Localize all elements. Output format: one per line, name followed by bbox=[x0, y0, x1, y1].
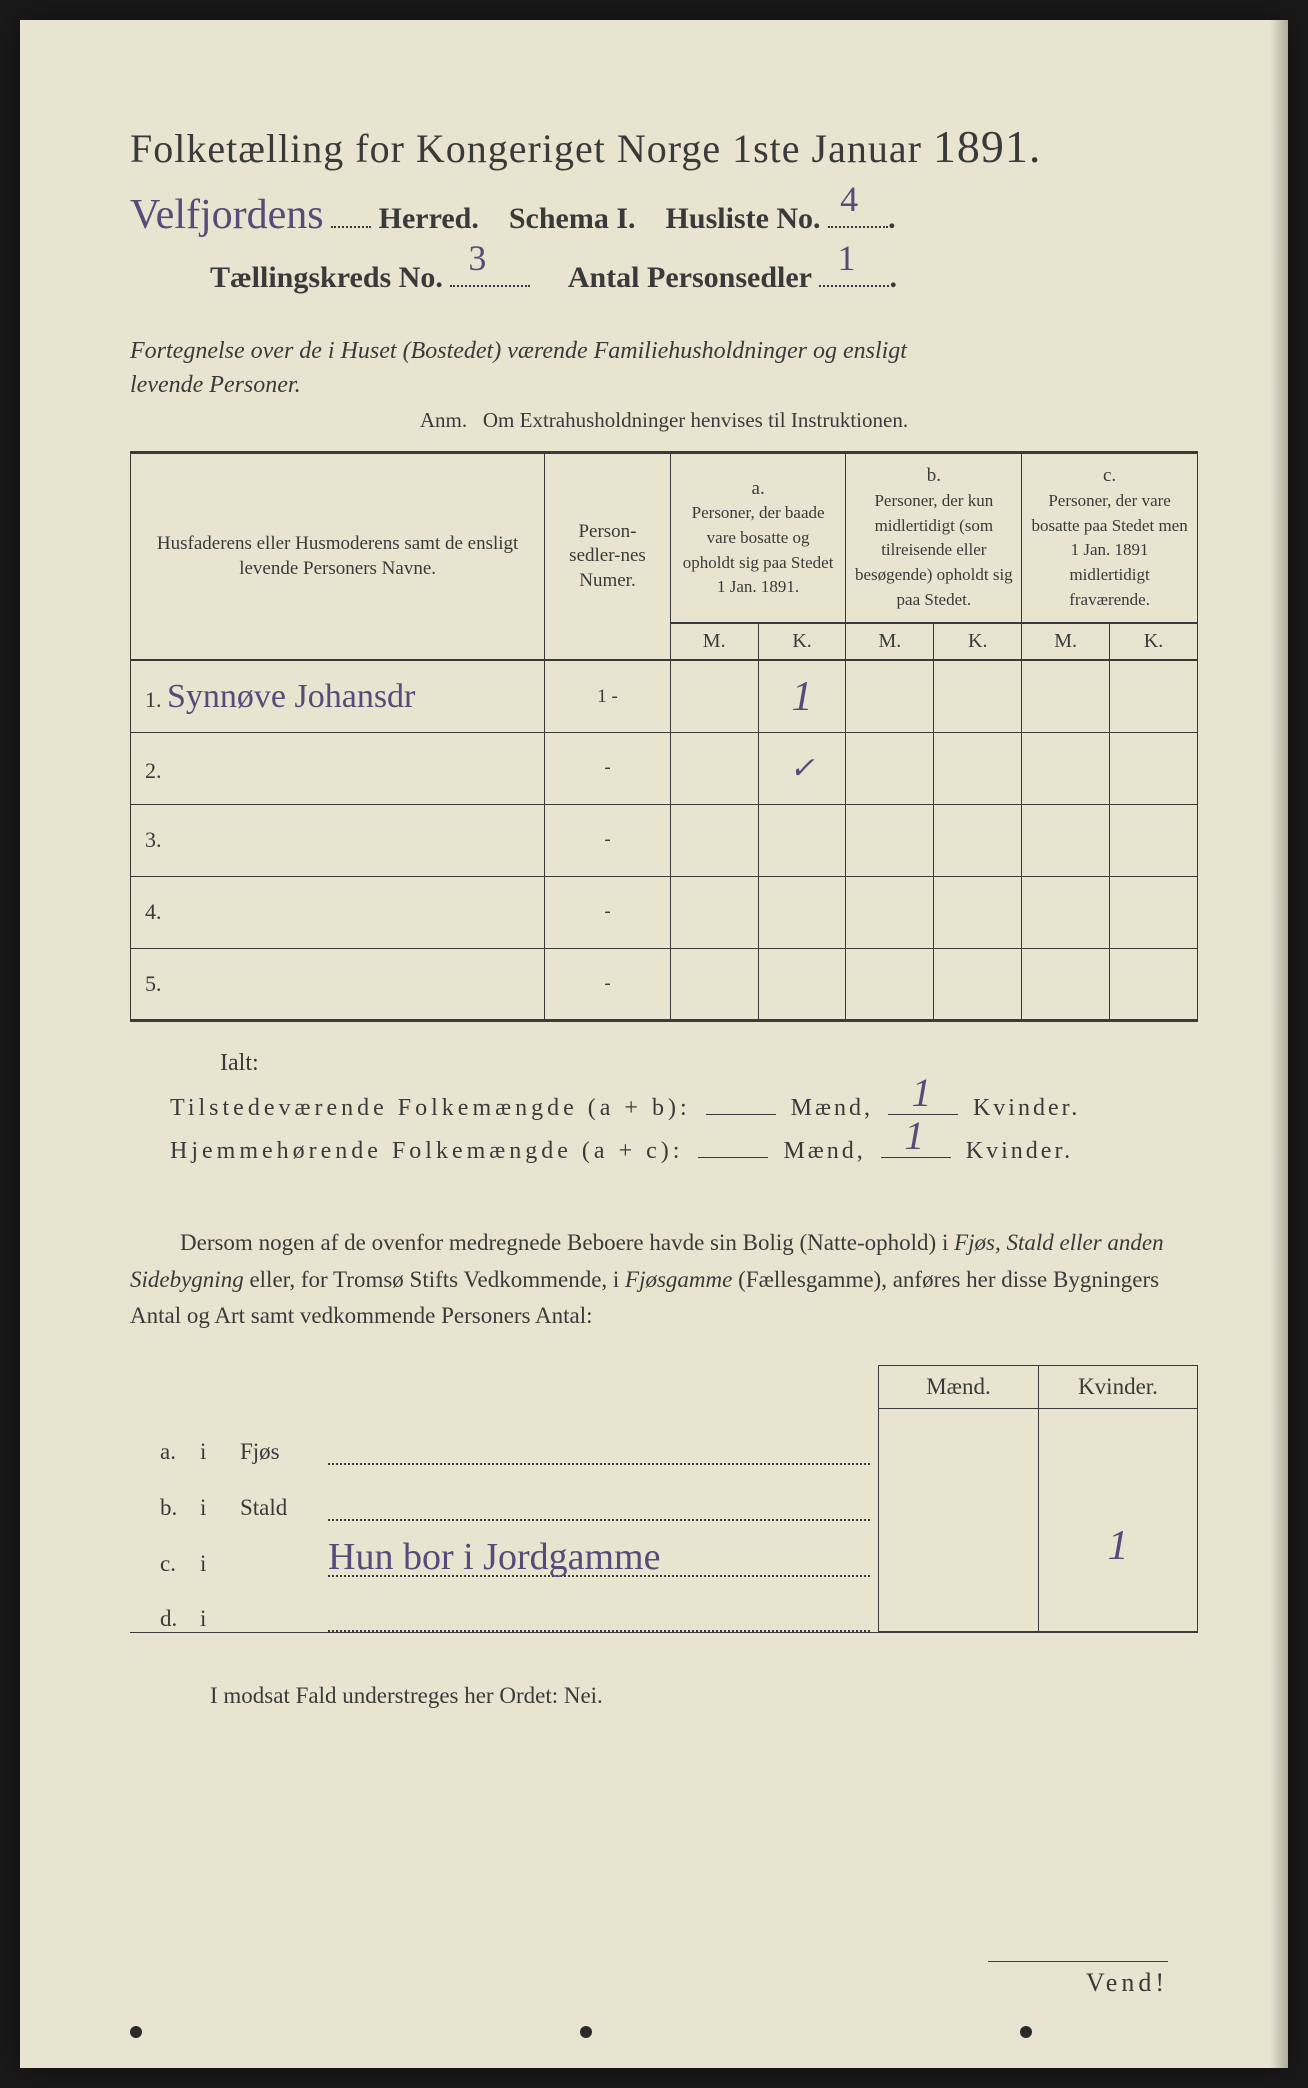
subtitle: Fortegnelse over de i Huset (Bostedet) v… bbox=[130, 335, 1198, 402]
herred-handwritten: Velfjordens bbox=[130, 191, 324, 239]
pinhole-icon bbox=[580, 2026, 592, 2038]
sidebyg-row-d: d. i bbox=[130, 1577, 1198, 1633]
col-b: b. Personer, der kun midlertidigt (som t… bbox=[846, 453, 1022, 624]
col-numer: Person-sedler-nes Numer. bbox=[545, 453, 671, 661]
subtitle-line1: Fortegnelse over de i Huset (Bostedet) v… bbox=[130, 338, 907, 364]
dotted-fill bbox=[331, 192, 371, 228]
pinhole-icon bbox=[1020, 2026, 1032, 2038]
census-form-page: Folketælling for Kongeriget Norge 1ste J… bbox=[20, 20, 1288, 2068]
herred-label: Herred. bbox=[379, 202, 479, 235]
table-row: 3. - bbox=[131, 804, 1198, 876]
page-edge-shadow bbox=[1270, 20, 1288, 2068]
sidebyg-c-handwritten: Hun bor i Jordgamme bbox=[328, 1535, 660, 1579]
table-row: 2. - ✓ bbox=[131, 732, 1198, 804]
kreds-no: 3 bbox=[468, 237, 486, 279]
anm-label: Anm. bbox=[420, 408, 467, 432]
sidebygning-paragraph: Dersom nogen af de ovenfor medregnede Be… bbox=[130, 1225, 1198, 1335]
nei-line: I modsat Fald understreges her Ordet: Ne… bbox=[210, 1683, 1198, 1709]
col-c-m: M. bbox=[1022, 623, 1110, 660]
header-row-2: Tællingskreds No. 3 Antal Personsedler 1… bbox=[210, 251, 1198, 295]
table-row: 1. Synnøve Johansdr 1 - 1 bbox=[131, 660, 1198, 732]
kreds-label: Tællingskreds No. bbox=[210, 261, 443, 294]
title-year: 1891. bbox=[933, 121, 1042, 172]
vend-label: Vend! bbox=[988, 1961, 1168, 1998]
anm-text: Om Extrahusholdninger henvises til Instr… bbox=[483, 408, 908, 432]
table-row: 5. - bbox=[131, 948, 1198, 1020]
col-b-k: K. bbox=[934, 623, 1022, 660]
form-title: Folketælling for Kongeriget Norge 1ste J… bbox=[130, 120, 1198, 173]
household-table: Husfaderens eller Husmoderens samt de en… bbox=[130, 451, 1198, 1022]
col-a-k: K. bbox=[758, 623, 846, 660]
person-name: Synnøve Johansdr bbox=[167, 678, 415, 715]
anm-note: Anm. Om Extrahusholdninger henvises til … bbox=[130, 408, 1198, 433]
title-main: Folketælling for Kongeriget Norge 1ste J… bbox=[130, 126, 922, 171]
personsedler-label: Antal Personsedler bbox=[568, 261, 812, 294]
sidebyg-header: Mænd. Kvinder. bbox=[130, 1365, 1198, 1409]
col-c-k: K. bbox=[1110, 623, 1198, 660]
pinhole-icon bbox=[130, 2026, 142, 2038]
totals-block: Ialt: Tilstedeværende Folkemængde (a + b… bbox=[130, 1050, 1198, 1165]
personsedler-field: 1 bbox=[819, 251, 889, 287]
personsedler-no: 1 bbox=[837, 237, 855, 279]
col-name: Husfaderens eller Husmoderens samt de en… bbox=[131, 453, 545, 661]
sidebyg-head-m: Mænd. bbox=[878, 1365, 1038, 1409]
totals-row-ab: Tilstedeværende Folkemængde (a + b): Mæn… bbox=[170, 1091, 1198, 1122]
sidebygning-table: Mænd. Kvinder. a. i Fjøs b. i Stald c. i… bbox=[130, 1365, 1198, 1633]
col-b-m: M. bbox=[846, 623, 934, 660]
sidebyg-head-k: Kvinder. bbox=[1038, 1365, 1198, 1409]
kreds-field: 3 bbox=[450, 251, 530, 287]
ialt-title: Ialt: bbox=[220, 1050, 1198, 1077]
sidebyg-row-b: b. i Stald bbox=[130, 1465, 1198, 1521]
husliste-no: 4 bbox=[840, 178, 858, 220]
header-row-1: Velfjordens Herred. Schema I. Husliste N… bbox=[130, 191, 1198, 239]
col-c: c. Personer, der vare bosatte paa Stedet… bbox=[1022, 453, 1198, 624]
husliste-label: Husliste No. bbox=[666, 202, 821, 235]
husliste-field: 4 bbox=[828, 192, 888, 228]
schema-label: Schema I. bbox=[509, 202, 636, 235]
subtitle-line2: levende Personer. bbox=[130, 372, 301, 398]
sidebyg-row-a: a. i Fjøs bbox=[130, 1409, 1198, 1465]
col-a-m: M. bbox=[670, 623, 758, 660]
col-a: a. Personer, der baade vare bosatte og o… bbox=[670, 453, 846, 624]
totals-row-ac: Hjemmehørende Folkemængde (a + c): Mænd,… bbox=[170, 1134, 1198, 1165]
sidebyg-row-c: c. i Hun bor i Jordgamme 1 bbox=[130, 1521, 1198, 1577]
table-row: 4. - bbox=[131, 876, 1198, 948]
